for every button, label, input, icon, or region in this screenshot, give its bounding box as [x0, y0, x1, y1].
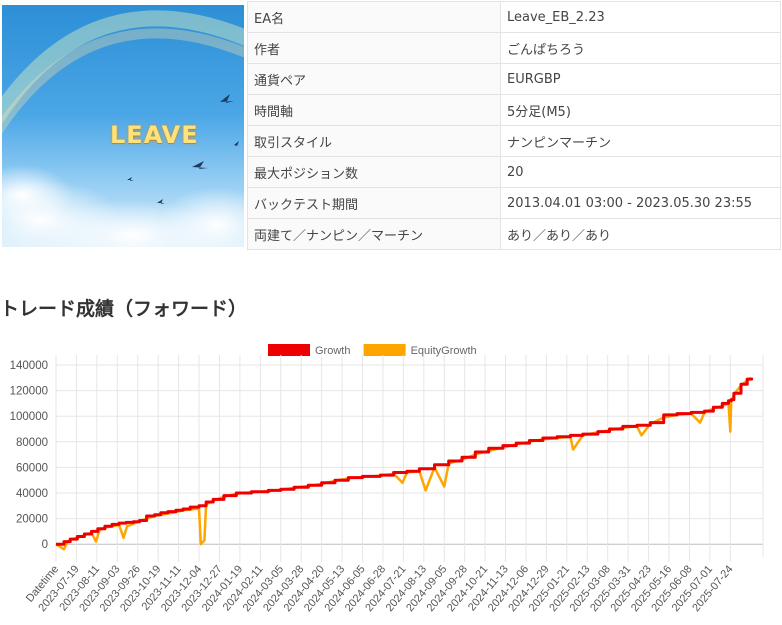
y-tick-label: 120000: [10, 386, 48, 398]
legend-swatch: [268, 344, 310, 356]
spec-row: EA名 Leave_EB_2.23: [247, 1, 781, 33]
sky-illustration: [2, 10, 244, 247]
spec-value: Leave_EB_2.23: [500, 1, 781, 33]
spec-value: 20: [500, 156, 781, 188]
chart-grid: [55, 355, 764, 562]
growth-line: [56, 377, 754, 546]
spec-value: 2013.04.01 03:00 - 2023.05.30 23:55: [500, 187, 781, 219]
growth-chart: Growth EquityGrowth 0 20000 40000 60000 80000…: [10, 344, 764, 614]
legend-swatch: [363, 344, 406, 356]
y-tick-label: 0: [42, 539, 48, 551]
y-tick-label: 80000: [16, 437, 48, 449]
y-tick-label: 40000: [16, 488, 48, 500]
spec-key: バックテスト期間: [247, 187, 501, 219]
logo-text: LEAVE: [110, 121, 199, 149]
spec-value: 5分足(M5): [500, 94, 781, 126]
legend-label: Growth: [315, 345, 350, 357]
section-title: トレード成績（フォワード）: [0, 298, 248, 320]
ea-spec-table: EA名 Leave_EB_2.23 作者 ごんぱちろう 通貨ペア EURGBP 時間軸 5分足…: [247, 1, 781, 250]
product-image: LEAVE: [2, 5, 244, 247]
spec-key: 時間軸: [247, 94, 501, 126]
spec-row: 両建て／ナンピン／マーチン あり／あり／あり: [247, 218, 781, 250]
legend-label: EquityGrowth: [411, 345, 477, 357]
spec-row: 通貨ペア EURGBP: [247, 63, 781, 95]
spec-row: 最大ポジション数 20: [247, 156, 781, 188]
bird-icon: [127, 94, 239, 204]
y-tick-label: 20000: [16, 514, 48, 526]
y-axis-ticks: 0 20000 40000 60000 80000 100000 120000 140000: [10, 360, 48, 551]
spec-row: 時間軸 5分足(M5): [247, 94, 781, 126]
y-tick-label: 100000: [10, 411, 48, 423]
spec-value: ごんぱちろう: [500, 32, 781, 64]
spec-key: 通貨ペア: [247, 63, 501, 95]
spec-value: ナンピンマーチン: [500, 125, 781, 157]
spec-row: 取引スタイル ナンピンマーチン: [247, 125, 781, 157]
spec-value: EURGBP: [500, 63, 781, 95]
spec-value: あり／あり／あり: [500, 218, 781, 250]
y-tick-label: 140000: [10, 360, 48, 372]
x-axis-ticks: Datetime2023-07-192023-08-112023-09-0320…: [24, 563, 736, 614]
spec-key: EA名: [247, 1, 501, 33]
chart-legend: Growth EquityGrowth: [268, 344, 477, 357]
spec-key: 取引スタイル: [247, 125, 501, 157]
spec-key: 作者: [247, 32, 501, 64]
chart-series: [55, 376, 754, 551]
spec-key: 両建て／ナンピン／マーチン: [247, 218, 501, 250]
spec-row: バックテスト期間 2013.04.01 03:00 - 2023.05.30 23…: [247, 187, 781, 219]
y-tick-label: 60000: [16, 462, 48, 474]
spec-key: 最大ポジション数: [247, 156, 501, 188]
spec-row: 作者 ごんぱちろう: [247, 32, 781, 64]
